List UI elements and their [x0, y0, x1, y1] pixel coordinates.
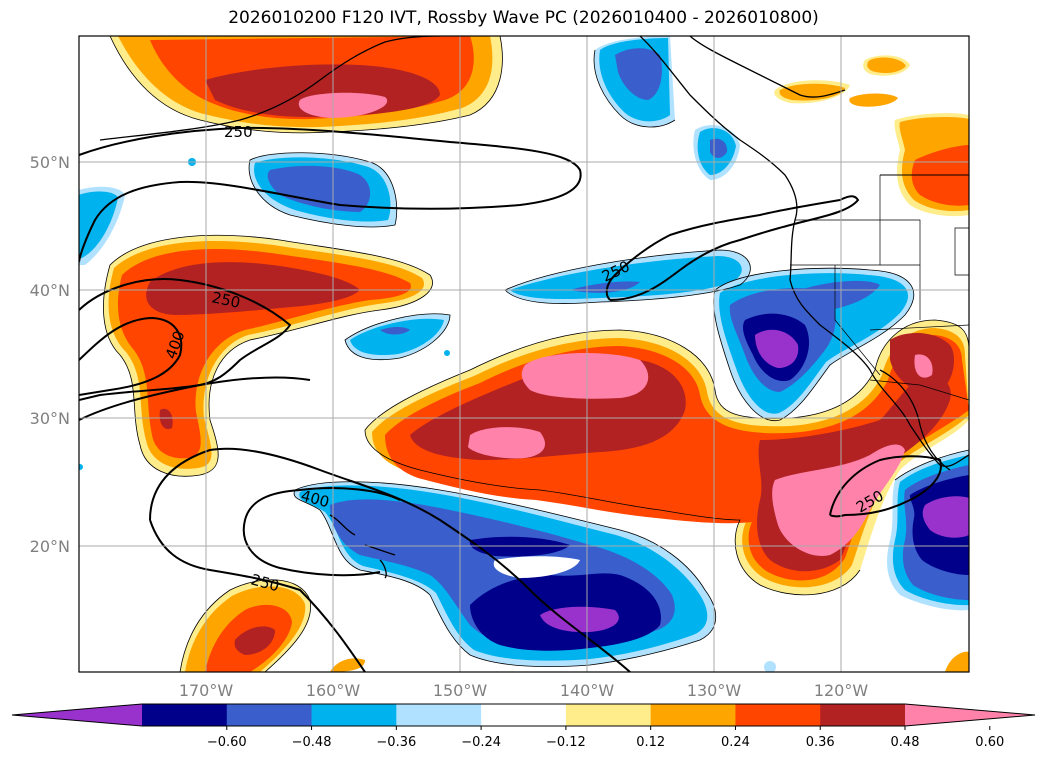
lat-label: 50°N [30, 153, 70, 172]
colorbar-tick-label: −0.60 [207, 735, 247, 750]
colorbar-segment [396, 704, 482, 726]
colorbar-segment [820, 704, 906, 726]
lon-label: 130°W [687, 681, 742, 700]
colorbar-tick-label: 0.48 [891, 735, 920, 750]
colorbar-segment [142, 704, 228, 726]
colorbar-segment [481, 704, 567, 726]
plot-frame [78, 35, 970, 673]
colorbar-tick-label: −0.12 [546, 735, 586, 750]
colorbar-segment [650, 704, 736, 726]
contour-label: 250 [224, 123, 253, 141]
gridlines [79, 36, 969, 672]
lon-label: 140°W [560, 681, 615, 700]
lon-label: 170°W [179, 681, 234, 700]
colorbar-outline [11, 703, 1036, 727]
colorbar-tick-label: 0.36 [806, 735, 835, 750]
colorbar-segment [226, 704, 313, 726]
map-title: 2026010200 F120 IVT, Rossby Wave PC (202… [228, 8, 819, 28]
colorbar-segment [735, 704, 821, 726]
colorbar-tick-label: 0.24 [721, 735, 750, 750]
lon-label: 120°W [814, 681, 869, 700]
contour-label: 250 [210, 288, 242, 312]
longitude-labels: 170°W 160°W 150°W 140°W 130°W 120°W [179, 681, 869, 700]
lon-label: 150°W [433, 681, 488, 700]
colorbar-extend-min [12, 704, 142, 726]
colorbar-segment [565, 704, 652, 726]
colorbar: −0.60 −0.48 −0.36 −0.24 −0.12 0.12 0.24 0.36 0.4… [11, 703, 1036, 750]
colorbar-segment [311, 704, 397, 726]
colorbar-extend-max [905, 704, 1035, 726]
colorbar-tick-label: −0.24 [461, 735, 501, 750]
lat-label: 30°N [30, 409, 70, 428]
lat-label: 20°N [30, 537, 70, 556]
colorbar-tick-label: 0.60 [975, 735, 1004, 750]
colorbar-tick-label: 0.12 [636, 735, 665, 750]
latitude-labels: 50°N 40°N 30°N 20°N [30, 153, 70, 556]
state-borders [790, 175, 969, 401]
colorbar-tick-label: −0.48 [292, 735, 332, 750]
line-contours [79, 126, 942, 672]
contour-outlines [103, 36, 969, 672]
lon-label: 160°W [306, 681, 361, 700]
lat-label: 40°N [30, 281, 70, 300]
filled-contours [79, 36, 969, 672]
colorbar-tick-label: −0.36 [376, 735, 416, 750]
